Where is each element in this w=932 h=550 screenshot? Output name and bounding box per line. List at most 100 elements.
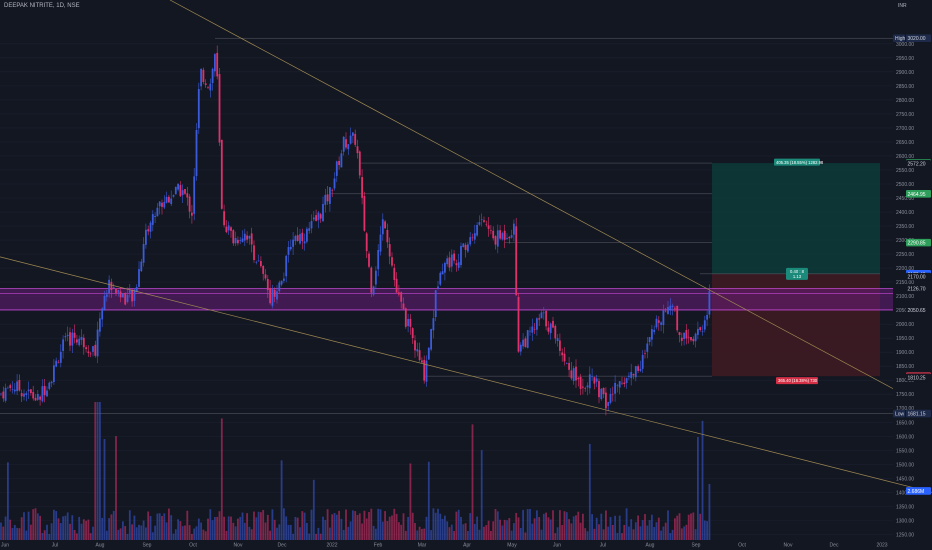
volume-bar: [676, 515, 679, 540]
candle-body: [648, 337, 651, 343]
volume-bar: [195, 526, 198, 540]
volume-bar: [7, 462, 9, 540]
volume-bar: [697, 436, 699, 540]
candle-body: [36, 393, 39, 400]
volume-bar: [55, 511, 58, 540]
price-tick-label: 2150.00: [896, 280, 914, 286]
volume-bar: [138, 524, 140, 540]
candle-body: [11, 389, 14, 391]
candle-body: [639, 368, 642, 371]
volume-bar: [312, 479, 315, 540]
volume-bar: [508, 518, 511, 540]
candle-body: [276, 291, 278, 300]
volume-bar: [678, 513, 681, 540]
volume-bar: [637, 515, 639, 540]
candle-body: [209, 83, 212, 91]
volume-bars: [0, 402, 711, 540]
candle-body: [614, 382, 616, 394]
candle-body: [27, 389, 30, 392]
volume-bar: [2, 526, 5, 540]
price-tick-label: 1900.00: [896, 350, 914, 356]
volume-bar: [522, 509, 524, 540]
volume-bar: [446, 521, 449, 540]
candle-body: [591, 376, 593, 377]
symbol-title[interactable]: DEEPAK NITRITE, 1D, NSE: [4, 3, 80, 9]
volume-bar: [605, 510, 607, 540]
candle-body: [538, 318, 541, 320]
price-axis[interactable]: 1250.00 1300.00 1350.00 1400.00 1450.00 1500.…: [893, 34, 931, 538]
candle-body: [308, 228, 311, 231]
price-tag: [906, 306, 931, 314]
price-tick-label: 2850.00: [896, 84, 914, 90]
candle-body: [186, 193, 189, 198]
target-label-bg: [774, 158, 820, 166]
candle-body: [156, 207, 159, 217]
candle-body: [174, 186, 177, 195]
volume-bar: [200, 522, 202, 540]
price-levels: [0, 37, 893, 414]
time-tick-label: Jun: [553, 543, 561, 549]
position-annotations: 405.35 (18.55%) 1282.98 365.40 (16.38%) 7…: [774, 158, 824, 385]
candle-body: [526, 330, 529, 348]
time-tick-label: Jul: [52, 543, 58, 549]
volume-bar: [156, 513, 159, 540]
candle-body: [404, 308, 407, 327]
time-tick-label: Apr: [463, 543, 471, 549]
candle-body: [149, 222, 152, 232]
candle-body: [395, 278, 398, 293]
volume-bar: [559, 510, 561, 540]
candle-body: [204, 83, 207, 85]
volume-bar: [646, 525, 649, 540]
time-tick-label: May: [507, 543, 517, 549]
candle-body: [257, 260, 260, 262]
volume-bar: [64, 515, 67, 540]
candle-body: [145, 229, 147, 245]
volume-bar: [230, 516, 232, 540]
candle-body: [250, 233, 253, 245]
candle-body: [59, 351, 62, 363]
volume-bar: [556, 527, 559, 540]
volume-bar: [453, 531, 455, 540]
price-tag-value: 2.686M: [908, 489, 925, 495]
candle-body: [699, 327, 702, 330]
volume-bar: [69, 523, 71, 540]
volume-bar: [278, 524, 281, 540]
volume-bar: [483, 526, 485, 540]
candle-body: [280, 280, 283, 285]
candle-body: [533, 328, 536, 330]
volume-bar: [50, 523, 53, 540]
volume-bar: [131, 524, 133, 540]
volume-bar: [634, 522, 637, 540]
candle-body: [386, 229, 389, 243]
candle-body: [671, 305, 674, 307]
candle-body: [34, 397, 37, 401]
volume-bar: [490, 530, 492, 540]
currency-label: INR: [898, 3, 907, 9]
candle-body: [214, 54, 216, 72]
price-tick-label: 1950.00: [896, 336, 914, 342]
price-tag-prefix: Low: [895, 412, 905, 418]
time-axis[interactable]: Jun Jul Aug Sep Oct Nov Dec 2022 Feb Mar Apr May Jun…: [1, 543, 888, 549]
candle-body: [124, 293, 127, 305]
candle-body: [409, 318, 412, 327]
volume-bar: [657, 517, 660, 540]
price-tick-label: 2700.00: [896, 126, 914, 132]
volume-bar: [570, 523, 573, 540]
candle-body: [202, 69, 205, 83]
volume-bar: [82, 519, 85, 540]
volume-bar: [540, 529, 543, 540]
volume-bar: [694, 529, 697, 540]
volume-bar: [193, 528, 196, 540]
candle-body: [188, 196, 191, 212]
candle-body: [441, 271, 444, 275]
candle-body: [223, 211, 225, 226]
volume-bar: [386, 521, 389, 540]
candle-body: [450, 254, 453, 267]
candle-body: [680, 337, 683, 341]
candle-body: [685, 330, 688, 339]
candle-body: [556, 338, 559, 342]
volume-bar: [239, 516, 242, 540]
candle-body: [25, 393, 28, 396]
candle-body: [73, 332, 76, 338]
